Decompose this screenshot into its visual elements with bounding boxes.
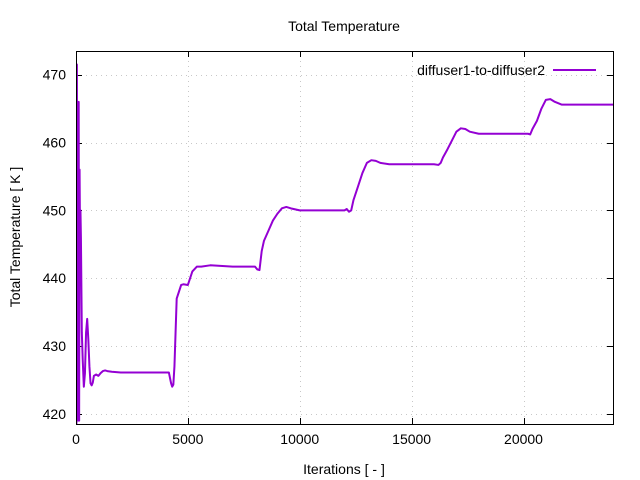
y-tick-label: 470 bbox=[43, 67, 67, 83]
y-tick-label: 450 bbox=[43, 202, 67, 218]
y-tick-label: 430 bbox=[43, 338, 67, 354]
grid-layer bbox=[76, 51, 613, 424]
legend: diffuser1-to-diffuser2 bbox=[417, 62, 596, 78]
legend-label: diffuser1-to-diffuser2 bbox=[417, 62, 545, 78]
y-tick-label: 440 bbox=[43, 270, 67, 286]
y-tick-label: 420 bbox=[43, 406, 67, 422]
y-axis-label: Total Temperature [ K ] bbox=[7, 167, 23, 308]
x-tick-label: 20000 bbox=[504, 431, 543, 447]
y-tick-label: 460 bbox=[43, 135, 67, 151]
x-tick-label: 5000 bbox=[172, 431, 203, 447]
x-tick-label: 15000 bbox=[392, 431, 431, 447]
series-line bbox=[76, 63, 613, 424]
plot-frame bbox=[76, 51, 614, 425]
tick-layer: 0 5000 10000 15000 20000 420 430 440 450 460 470 bbox=[43, 51, 613, 447]
x-tick-label: 0 bbox=[72, 431, 80, 447]
chart-title: Total Temperature bbox=[288, 18, 400, 34]
x-axis-label: Iterations [ - ] bbox=[303, 461, 385, 477]
series-layer bbox=[76, 63, 613, 424]
x-tick-label: 10000 bbox=[280, 431, 319, 447]
